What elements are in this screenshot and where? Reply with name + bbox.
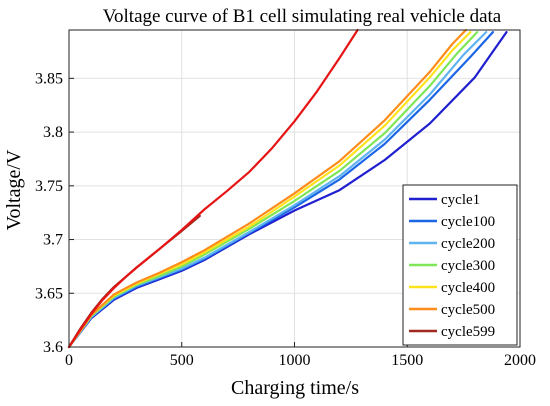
series-line-cycle500 — [67, 28, 467, 349]
y-tick-label: 3.85 — [35, 70, 63, 87]
legend: cycle1 cycle100 cycle200 cycle300 cycle400 cy… — [402, 184, 518, 346]
legend-label-cycle500: cycle500 — [441, 302, 495, 318]
x-tick-label: 0 — [65, 352, 73, 369]
y-tick-label: 3.7 — [43, 232, 63, 249]
legend-label-cycle599: cycle599 — [441, 324, 495, 340]
chart-title: Voltage curve of B1 cell simulating real… — [103, 6, 502, 27]
axis-ticks: 0 500 1000 1500 2000 3.6 3.65 3.7 3.75 3.8 3.85 — [35, 70, 536, 369]
series-lines — [67, 28, 508, 349]
x-tick-label: 1000 — [279, 352, 311, 369]
x-tick-label: 2000 — [504, 352, 536, 369]
y-axis-label: Voltage/V — [3, 149, 25, 230]
legend-label-cycle200: cycle200 — [441, 236, 495, 252]
legend-label-cycle1: cycle1 — [441, 192, 480, 208]
legend-label-cycle400: cycle400 — [441, 280, 495, 296]
x-tick-label: 500 — [170, 352, 194, 369]
series-line-unlabeled-7 — [67, 28, 359, 349]
y-tick-label: 3.65 — [35, 285, 63, 302]
x-tick-label: 1500 — [391, 352, 423, 369]
y-tick-label: 3.75 — [35, 178, 63, 195]
y-tick-label: 3.6 — [43, 339, 63, 356]
legend-label-cycle300: cycle300 — [441, 258, 495, 274]
legend-label-cycle100: cycle100 — [441, 214, 495, 230]
x-axis-label: Charging time/s — [231, 377, 359, 399]
y-tick-label: 3.8 — [43, 124, 63, 141]
